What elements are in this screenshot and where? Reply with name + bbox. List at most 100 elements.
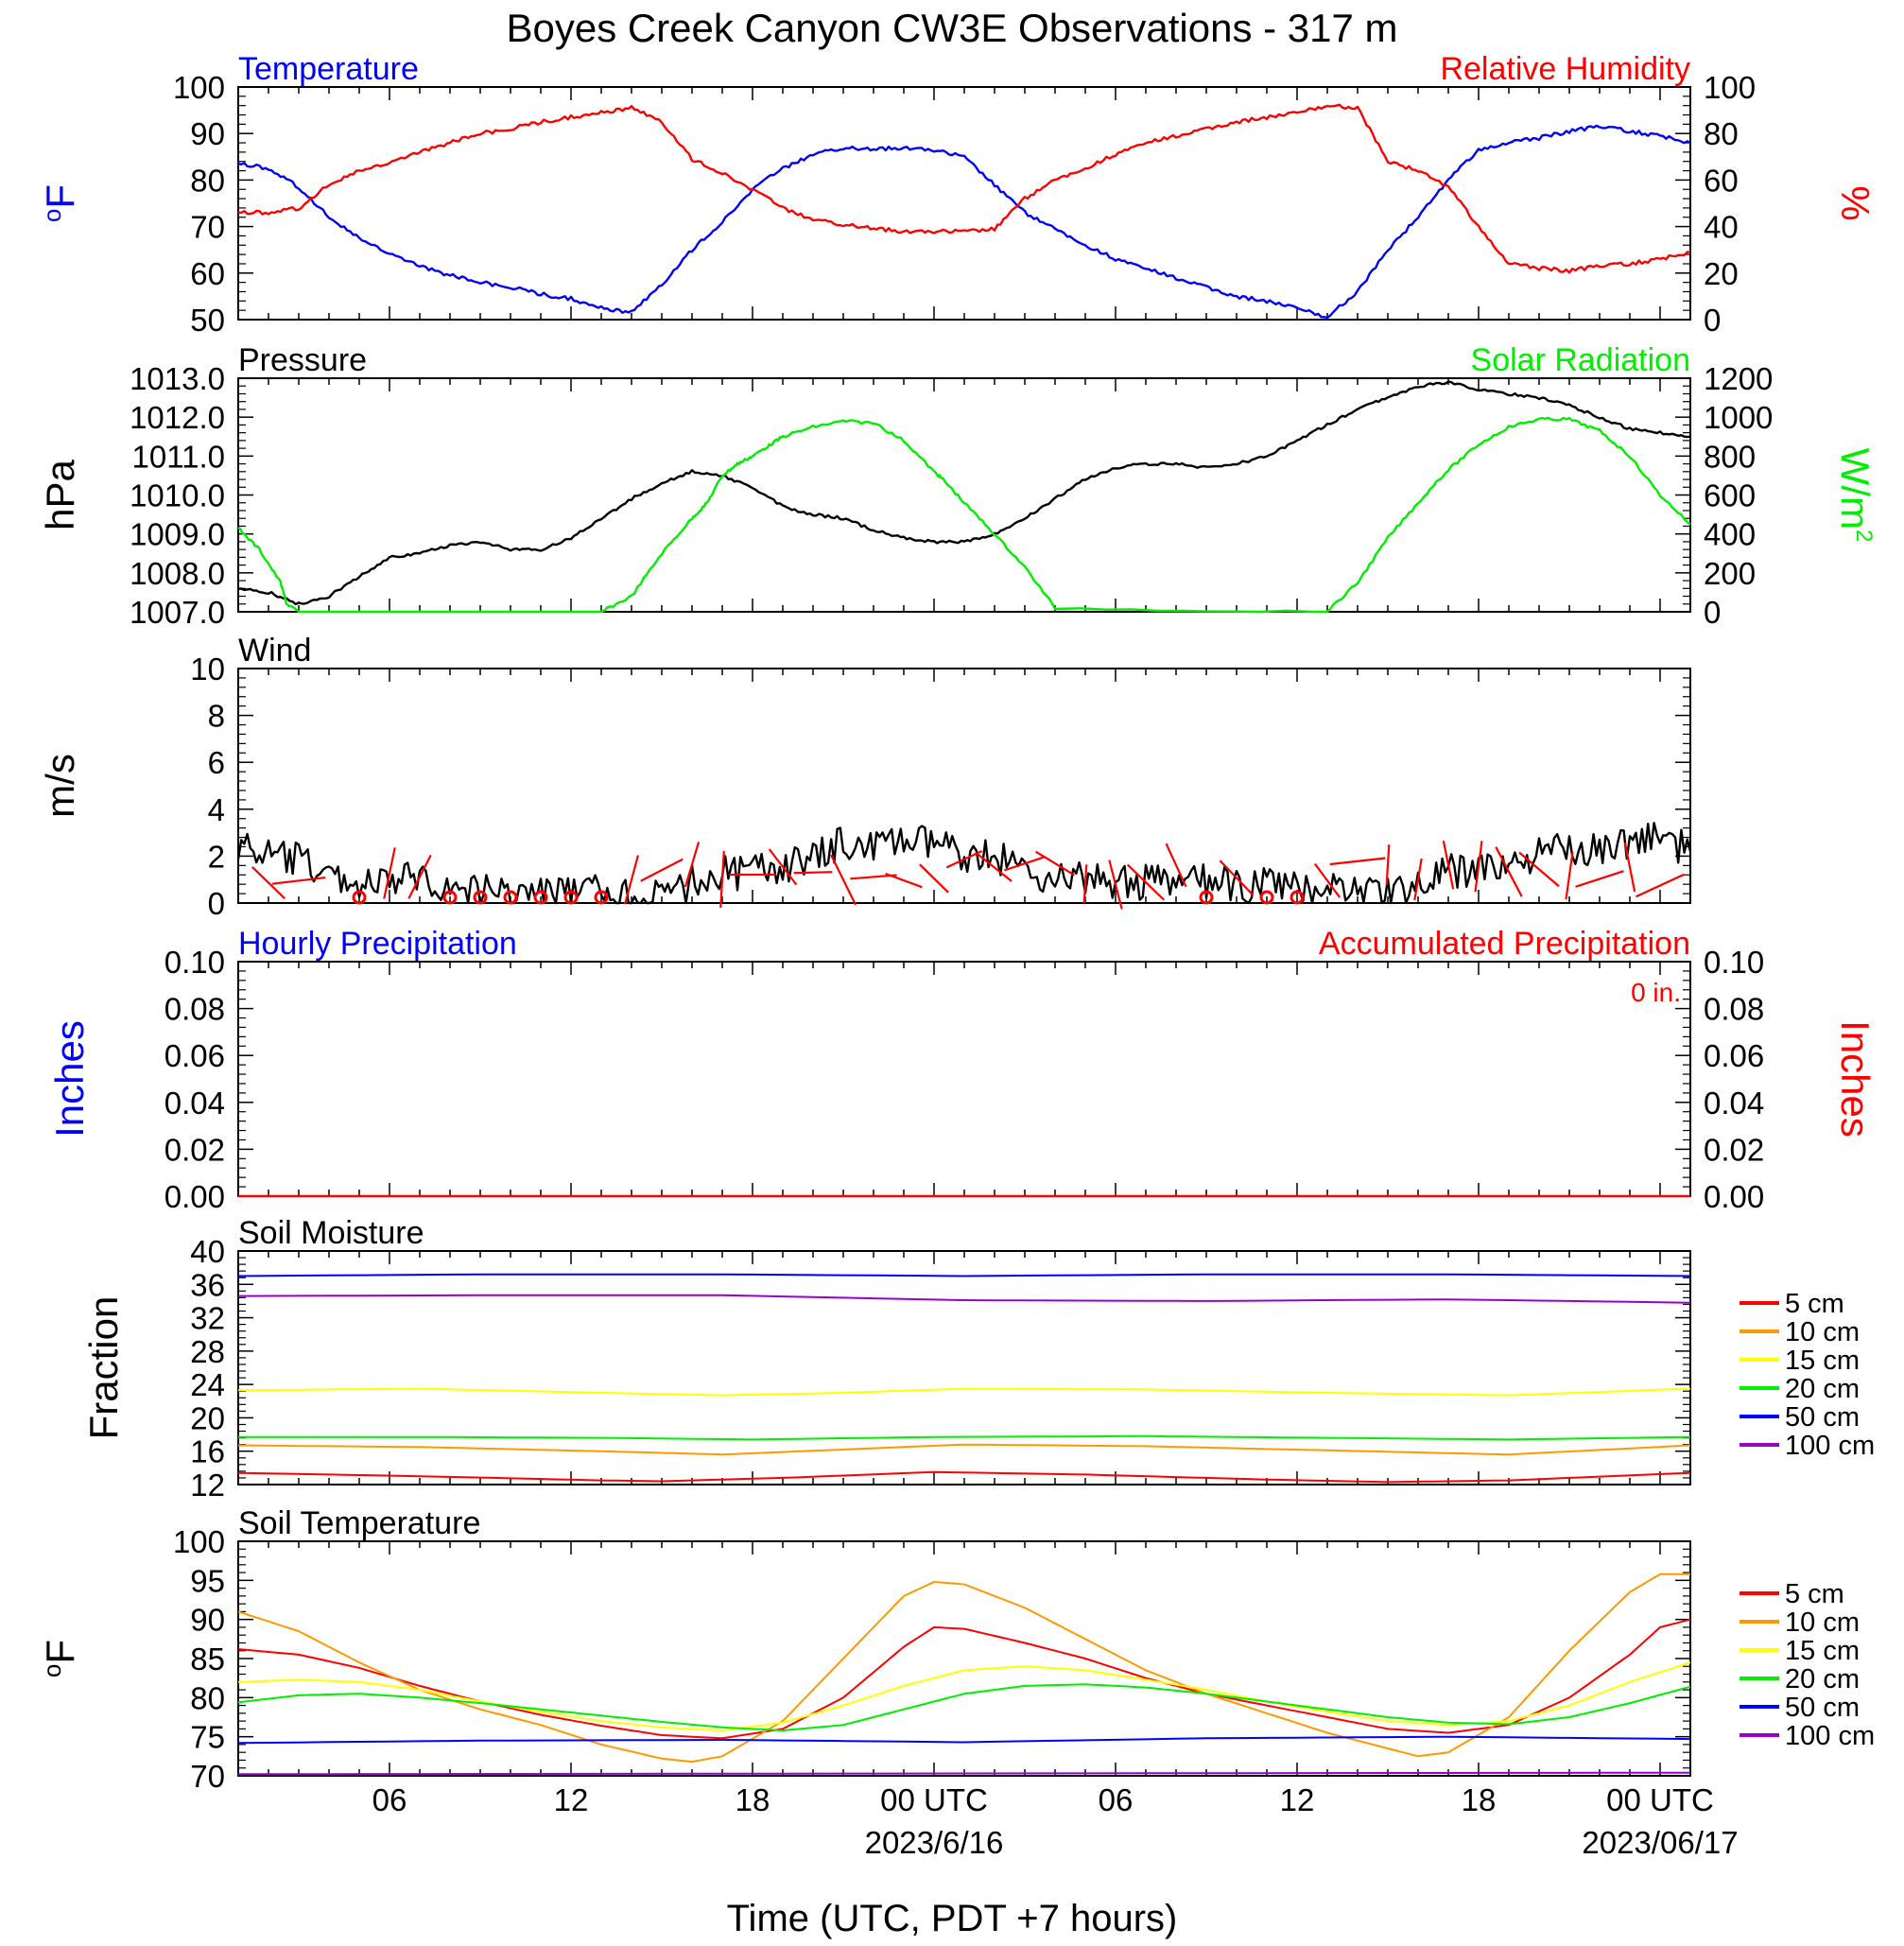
panel-left-title: Hourly Precipitation [238, 926, 517, 962]
series-line-relative-humidity [237, 103, 1691, 274]
series-line-5-cm [237, 1618, 1691, 1740]
y-tick-label-left: 80 [190, 163, 225, 198]
y-tick-label-left: 80 [190, 1680, 225, 1715]
y-tick-label-left: 90 [190, 1603, 225, 1638]
calm-wind-circle [473, 890, 488, 905]
x-tick-label: 12 [1280, 1782, 1315, 1817]
y-tick-label-left: 36 [190, 1267, 225, 1302]
panel-right-title: Accumulated Precipitation [1319, 926, 1690, 962]
degree-symbol: o [38, 1664, 66, 1677]
y-tick-label-left: 16 [190, 1434, 225, 1469]
y-tick-label-left: 4 [208, 792, 225, 827]
y-tick-label-left: 90 [190, 116, 225, 151]
y-tick-label-left: 1012.0 [130, 400, 225, 435]
y-tick-label-right: 0 [1704, 303, 1721, 338]
y-tick-label-left: 6 [208, 745, 225, 780]
wind-barb [1474, 841, 1483, 893]
y-axis-label-left: oF [38, 184, 82, 222]
unit-text: W/m [1833, 448, 1878, 530]
y-tick-label-left: 1008.0 [130, 556, 225, 591]
panel-right-title: Solar Radiation [1471, 342, 1690, 378]
y-tick-label-left: 0.02 [164, 1132, 225, 1167]
wind-barb [407, 854, 432, 899]
wind-barb [1082, 864, 1088, 904]
wind-barb [1219, 860, 1255, 896]
y-tick-label-left: 0.10 [164, 945, 225, 980]
y-tick-label-left: 2 [208, 839, 225, 874]
calm-wind-circle [594, 890, 609, 905]
series-line-50-cm [237, 1735, 1691, 1745]
wind-barb [1623, 843, 1636, 893]
y-tick-label-left: 32 [190, 1301, 225, 1336]
y-tick-label-right: 0.02 [1704, 1132, 1764, 1167]
y-tick-label-left: 1007.0 [130, 595, 225, 630]
x-tick-label: 12 [554, 1782, 589, 1817]
y-tick-label-left: 24 [190, 1367, 225, 1402]
wind-barb [793, 871, 833, 875]
series-line-pressure [237, 380, 1691, 606]
wind-barb [768, 848, 798, 886]
x-date-label: 2023/06/17 [1582, 1825, 1738, 1860]
panel-frame [237, 377, 1691, 613]
legend-label: 50 cm [1785, 1402, 1860, 1433]
series-line-100-cm [237, 1294, 1691, 1304]
legend-label: 5 cm [1785, 1579, 1844, 1609]
panel-left-title: Temperature [238, 51, 419, 87]
series-line-10-cm [237, 1572, 1690, 1764]
legend-label: 100 cm [1785, 1721, 1875, 1751]
y-tick-label-left: 0.00 [164, 1179, 225, 1214]
panel-frame [237, 1250, 1691, 1486]
unit-letter: F [38, 1640, 82, 1664]
y-axis-label-left: Fraction [81, 1296, 126, 1440]
legend-label: 10 cm [1785, 1607, 1860, 1638]
y-tick-label-left: 40 [190, 1234, 225, 1269]
legend-label: 15 cm [1785, 1346, 1860, 1376]
y-tick-label-left: 10 [190, 652, 225, 686]
y-tick-label-left: 0.04 [164, 1086, 225, 1121]
series-line-5-cm [237, 1470, 1691, 1484]
calm-wind-circle [442, 890, 458, 905]
wind-barb [830, 854, 857, 906]
series-line-100-cm [237, 1771, 1691, 1776]
wind-barb [1565, 851, 1574, 900]
y-axis-label-left: m/s [38, 754, 82, 818]
panel-left-title: Pressure [238, 342, 367, 378]
panel-left-title: Soil Temperature [238, 1505, 480, 1541]
panel-frame [237, 86, 1691, 321]
y-axis-label-right: Inches [1833, 1020, 1878, 1138]
y-tick-label-right: 1000 [1704, 400, 1773, 435]
unit-letter: F [38, 184, 82, 209]
y-tick-label-left: 0.08 [164, 992, 225, 1027]
y-axis-label-right: W/m2 [1833, 448, 1878, 543]
series-line-20-cm [237, 1683, 1691, 1732]
wind-barb [1385, 844, 1391, 885]
series-line-15-cm [237, 1387, 1691, 1397]
y-axis-label-left: hPa [38, 459, 82, 530]
x-tick-label: 06 [1099, 1782, 1134, 1817]
legend-label: 5 cm [1785, 1289, 1844, 1319]
wind-barb [1108, 860, 1123, 910]
y-tick-label-left: 75 [190, 1720, 225, 1755]
y-tick-label-left: 85 [190, 1642, 225, 1677]
chart-title: Boyes Creek Canyon CW3E Observations - 3… [506, 6, 1397, 50]
y-tick-label-left: 20 [190, 1400, 225, 1435]
y-tick-label-right: 40 [1704, 210, 1739, 245]
x-date-label: 2023/6/16 [865, 1825, 1004, 1860]
calm-wind-circle [1290, 890, 1305, 905]
series-line-10-cm [237, 1443, 1691, 1456]
y-tick-label-right: 0.04 [1704, 1086, 1764, 1121]
y-tick-label-left: 0.06 [164, 1038, 225, 1073]
y-tick-label-right: 0.00 [1704, 1179, 1764, 1214]
calm-wind-circle [352, 890, 367, 905]
wind-barb [1126, 863, 1166, 901]
y-tick-label-left: 12 [190, 1468, 225, 1503]
y-axis-label-right: % [1833, 185, 1878, 220]
wind-barb [1442, 840, 1455, 890]
y-tick-label-left: 28 [190, 1334, 225, 1369]
x-axis-title: Time (UTC, PDT +7 hours) [727, 1898, 1178, 1939]
wind-barb [1636, 873, 1685, 898]
wind-barb [623, 855, 640, 905]
y-tick-label-left: 70 [190, 210, 225, 245]
y-tick-label-right: 100 [1704, 70, 1756, 105]
